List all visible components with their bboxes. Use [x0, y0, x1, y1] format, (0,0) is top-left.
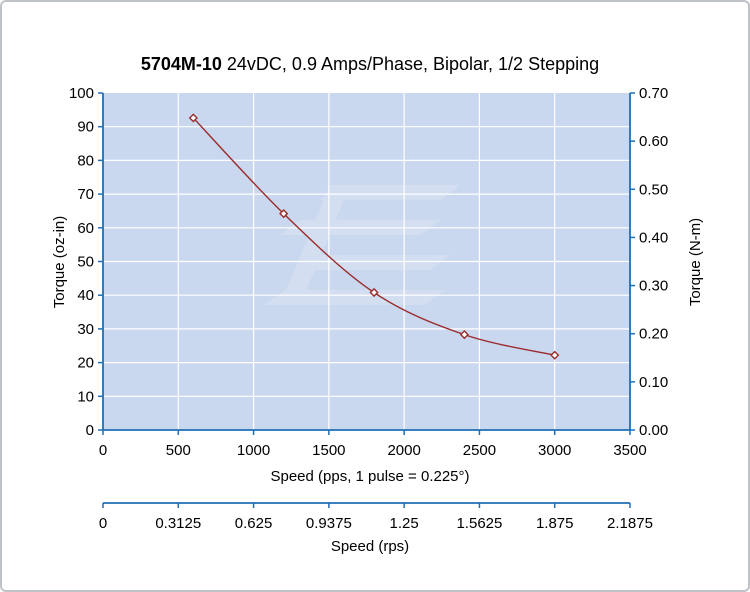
x2-tick-label: 0 — [99, 515, 107, 532]
chart-title: 5704M-10 24vDC, 0.9 Amps/Phase, Bipolar,… — [141, 54, 599, 74]
x-tick-label: 2000 — [387, 442, 420, 459]
x2-tick-label: 1.25 — [390, 515, 419, 532]
y-tick-label: 90 — [77, 119, 94, 136]
x2-axis-title: Speed (rps) — [331, 538, 409, 555]
x-tick-label: 1500 — [312, 442, 345, 459]
y-tick-label: 60 — [77, 220, 94, 237]
data-point — [550, 350, 560, 360]
x2-tick-label: 1.875 — [536, 515, 574, 532]
y2-tick-label: 0.40 — [639, 229, 668, 246]
x-axis-title: Speed (pps, 1 pulse = 0.225°) — [270, 468, 469, 485]
y2-tick-label: 0.70 — [639, 85, 668, 102]
x2-tick-label: 2.1875 — [607, 515, 653, 532]
y-tick-label: 30 — [77, 321, 94, 338]
y-tick-label: 40 — [77, 287, 94, 304]
x-tick-label: 3000 — [538, 442, 571, 459]
x-tick-label: 2500 — [463, 442, 496, 459]
x2-tick-label: 0.9375 — [306, 515, 352, 532]
data-point — [188, 113, 198, 123]
y2-tick-label: 0.20 — [639, 326, 668, 343]
logo-watermark — [265, 185, 460, 305]
y2-tick-label: 0.10 — [639, 374, 668, 391]
y-tick-label: 10 — [77, 388, 94, 405]
x2-tick-label: 0.3125 — [155, 515, 201, 532]
x2-tick-label: 0.625 — [235, 515, 273, 532]
x2-tick-label: 1.5625 — [456, 515, 502, 532]
chart-title-desc: 24vDC, 0.9 Amps/Phase, Bipolar, 1/2 Step… — [222, 54, 599, 74]
y2-axis-title: Torque (N-m) — [687, 218, 704, 306]
y-tick-label: 50 — [77, 254, 94, 271]
data-point — [459, 330, 469, 340]
y2-tick-label: 0.50 — [639, 181, 668, 198]
y-axis-title: Torque (oz-in) — [51, 216, 68, 309]
y-tick-label: 20 — [77, 355, 94, 372]
chart-title-model: 5704M-10 — [141, 54, 222, 74]
x-tick-label: 3500 — [613, 442, 646, 459]
y-tick-label: 0 — [86, 422, 94, 439]
x-tick-label: 500 — [166, 442, 191, 459]
y-tick-label: 80 — [77, 152, 94, 169]
y2-tick-label: 0.00 — [639, 422, 668, 439]
y2-tick-label: 0.60 — [639, 133, 668, 150]
data-point — [369, 287, 379, 298]
y-tick-label: 100 — [69, 85, 94, 102]
x-tick-label: 0 — [99, 442, 107, 459]
x-tick-label: 1000 — [237, 442, 270, 459]
data-point — [279, 209, 289, 219]
y2-tick-label: 0.30 — [639, 278, 668, 295]
y-tick-label: 70 — [77, 186, 94, 203]
